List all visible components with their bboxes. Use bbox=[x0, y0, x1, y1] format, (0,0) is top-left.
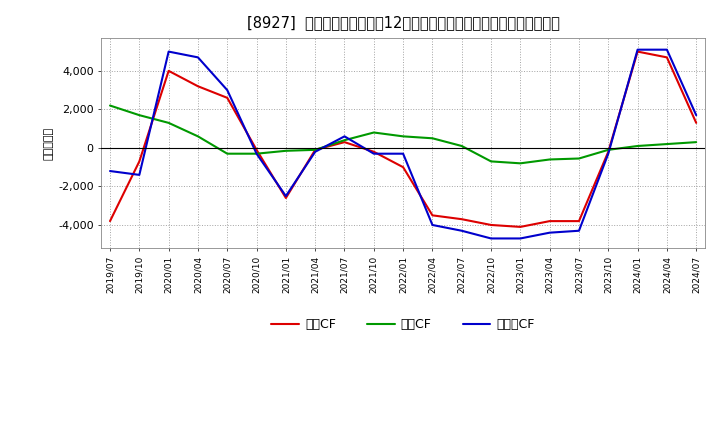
投資CF bbox=[545, 157, 554, 162]
営業CF bbox=[545, 219, 554, 224]
Line: 投資CF: 投資CF bbox=[110, 106, 696, 163]
営業CF bbox=[194, 84, 202, 89]
営業CF bbox=[516, 224, 525, 230]
投資CF bbox=[516, 161, 525, 166]
投資CF bbox=[282, 148, 290, 154]
投資CF bbox=[428, 136, 437, 141]
営業CF bbox=[369, 149, 378, 154]
営業CF bbox=[340, 139, 348, 145]
Line: フリーCF: フリーCF bbox=[110, 50, 696, 238]
投資CF bbox=[487, 159, 495, 164]
フリーCF bbox=[516, 236, 525, 241]
投資CF bbox=[399, 134, 408, 139]
投資CF bbox=[252, 151, 261, 156]
フリーCF bbox=[692, 113, 701, 118]
フリーCF bbox=[428, 222, 437, 227]
投資CF bbox=[634, 143, 642, 149]
営業CF bbox=[662, 55, 671, 60]
営業CF bbox=[135, 159, 144, 164]
営業CF bbox=[487, 222, 495, 227]
投資CF bbox=[369, 130, 378, 135]
フリーCF bbox=[634, 47, 642, 52]
投資CF bbox=[135, 113, 144, 118]
投資CF bbox=[604, 147, 613, 153]
投資CF bbox=[106, 103, 114, 108]
営業CF bbox=[604, 149, 613, 154]
フリーCF bbox=[369, 151, 378, 156]
投資CF bbox=[575, 156, 583, 161]
営業CF bbox=[575, 219, 583, 224]
営業CF bbox=[692, 120, 701, 125]
投資CF bbox=[340, 138, 348, 143]
営業CF bbox=[106, 219, 114, 224]
営業CF bbox=[164, 68, 173, 73]
フリーCF bbox=[164, 49, 173, 54]
営業CF bbox=[457, 216, 466, 222]
投資CF bbox=[662, 141, 671, 147]
フリーCF bbox=[662, 47, 671, 52]
フリーCF bbox=[282, 194, 290, 199]
投資CF bbox=[164, 120, 173, 125]
営業CF bbox=[399, 165, 408, 170]
フリーCF bbox=[545, 230, 554, 235]
フリーCF bbox=[487, 236, 495, 241]
投資CF bbox=[194, 134, 202, 139]
フリーCF bbox=[252, 151, 261, 156]
フリーCF bbox=[223, 88, 232, 93]
投資CF bbox=[692, 139, 701, 145]
営業CF bbox=[311, 147, 320, 153]
フリーCF bbox=[194, 55, 202, 60]
フリーCF bbox=[106, 169, 114, 174]
フリーCF bbox=[604, 151, 613, 156]
フリーCF bbox=[311, 149, 320, 154]
投資CF bbox=[311, 147, 320, 153]
Line: 営業CF: 営業CF bbox=[110, 51, 696, 227]
フリーCF bbox=[457, 228, 466, 233]
Legend: 営業CF, 投資CF, フリーCF: 営業CF, 投資CF, フリーCF bbox=[266, 313, 540, 336]
フリーCF bbox=[340, 134, 348, 139]
フリーCF bbox=[399, 151, 408, 156]
フリーCF bbox=[135, 172, 144, 177]
営業CF bbox=[428, 213, 437, 218]
営業CF bbox=[282, 195, 290, 201]
営業CF bbox=[223, 95, 232, 100]
Title: [8927]  キャッシュフローの12か月移動合計の対前年同期増減額の推移: [8927] キャッシュフローの12か月移動合計の対前年同期増減額の推移 bbox=[247, 15, 559, 30]
フリーCF bbox=[575, 228, 583, 233]
投資CF bbox=[223, 151, 232, 156]
営業CF bbox=[634, 49, 642, 54]
投資CF bbox=[457, 143, 466, 149]
営業CF bbox=[252, 147, 261, 153]
Y-axis label: （百万円）: （百万円） bbox=[44, 127, 54, 160]
